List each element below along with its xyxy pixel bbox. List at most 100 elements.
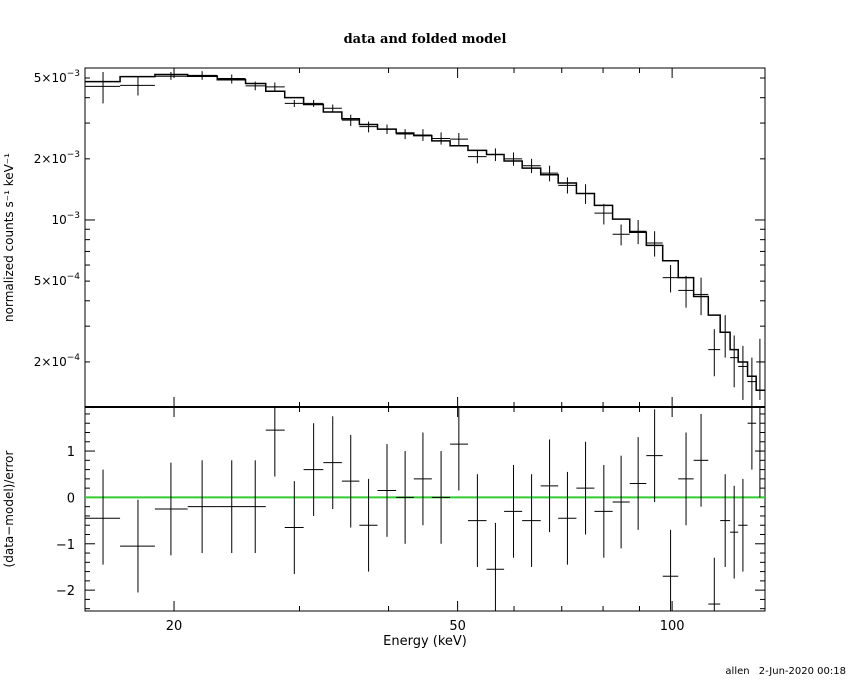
y-tick-label: 5×10−3 (34, 69, 80, 85)
model-step-line (85, 73, 765, 392)
residual-point (678, 432, 694, 526)
y-tick-label-resid: 0 (67, 491, 75, 506)
data-point (540, 165, 559, 182)
data-point (612, 224, 630, 246)
y-tick-label-resid: −2 (56, 584, 75, 599)
y-tick-label-resid: −1 (56, 538, 75, 553)
data-point (662, 265, 679, 293)
data-point (576, 184, 595, 204)
residual-point (359, 478, 378, 572)
y-axis-label-bottom: (data−model)/error (2, 450, 16, 567)
spectrum-panel: 5×10−3 2×10−3 10−3 5×10−4 2×10−4 normalized c… (2, 67, 766, 408)
data-point (594, 203, 613, 225)
data-point (245, 81, 266, 91)
data-point (303, 99, 324, 107)
x-tick-label: 100 (660, 619, 685, 634)
data-point (486, 148, 505, 162)
x-axis-label: Energy (keV) (383, 634, 467, 649)
spectrum-frame (84, 67, 766, 408)
footer-datetime: 2-Jun-2020 00:18 (758, 666, 846, 677)
residual-point (187, 460, 218, 554)
y-tick-label: 2×10−3 (34, 150, 80, 166)
data-points (85, 71, 764, 407)
data-point (341, 114, 360, 127)
residual-point (646, 409, 663, 503)
y-axis-label-top: normalized counts s⁻¹ keV⁻¹ (2, 153, 16, 322)
data-point (646, 231, 663, 257)
residual-point (341, 434, 360, 528)
data-point (396, 129, 414, 140)
residual-point (450, 407, 468, 491)
residual-point (303, 423, 324, 516)
data-point (629, 219, 647, 245)
residual-point (730, 485, 739, 579)
residual-point (747, 407, 757, 470)
residual-point (486, 522, 505, 611)
data-point (323, 104, 342, 113)
residual-point (693, 413, 709, 507)
y-tick-label: 2×10−4 (34, 353, 81, 369)
residual-point (413, 432, 432, 526)
y-tick-label: 10−3 (51, 211, 80, 227)
residual-point (323, 416, 342, 509)
data-point (217, 74, 246, 84)
data-point (730, 335, 739, 388)
residual-point (284, 481, 304, 574)
data-point (693, 277, 709, 316)
data-point (678, 275, 694, 308)
residual-point (504, 464, 523, 558)
data-point (265, 82, 285, 92)
data-point (284, 99, 304, 107)
residual-point (396, 451, 414, 544)
residual-point (662, 529, 679, 611)
data-point (747, 357, 757, 407)
data-point (467, 150, 487, 164)
residual-point (431, 451, 451, 544)
x-tick-label: 50 (449, 619, 466, 634)
chart-title: data and folded model (344, 32, 507, 47)
data-point (85, 72, 121, 104)
footer-user: allen (725, 666, 750, 677)
data-point (187, 71, 218, 80)
residual-point (558, 471, 577, 565)
plot-footer: allen 2-Jun-2020 00:18 (719, 666, 846, 677)
residual-point (738, 478, 748, 572)
residual-point (540, 439, 559, 533)
data-point (359, 121, 378, 133)
data-point (154, 72, 188, 80)
data-point (708, 329, 721, 377)
data-point (431, 132, 451, 145)
data-point (413, 129, 432, 141)
residual-point (594, 464, 613, 558)
residual-point (120, 499, 155, 593)
data-point (756, 338, 764, 400)
residual-point (612, 455, 630, 549)
y-tick-label: 5×10−4 (34, 272, 81, 288)
residual-point (756, 407, 764, 498)
data-point (720, 315, 731, 358)
residual-point (85, 469, 121, 565)
x-tick-label: 20 (166, 619, 183, 634)
residual-point (720, 474, 731, 567)
y-tick-label-resid: 1 (67, 445, 75, 460)
residual-point (265, 407, 285, 477)
data-point (120, 76, 155, 96)
residual-point (629, 437, 647, 530)
residuals-panel: 20 50 100 Energy (keV) 1 0 −1 −2 (data−model)/er… (2, 406, 766, 649)
data-point (522, 158, 541, 174)
residual-point (217, 460, 246, 554)
residual-point (576, 441, 595, 535)
residuals-frame (84, 406, 766, 612)
residual-point (245, 460, 266, 554)
data-point (450, 133, 468, 146)
residual-point (467, 474, 487, 567)
residual-point (708, 557, 721, 611)
residual-point (377, 444, 397, 537)
data-point (738, 345, 748, 400)
residual-point (154, 462, 188, 556)
residual-point (522, 474, 541, 567)
data-point (558, 177, 577, 194)
data-point (504, 152, 523, 166)
residual-points (85, 407, 764, 611)
